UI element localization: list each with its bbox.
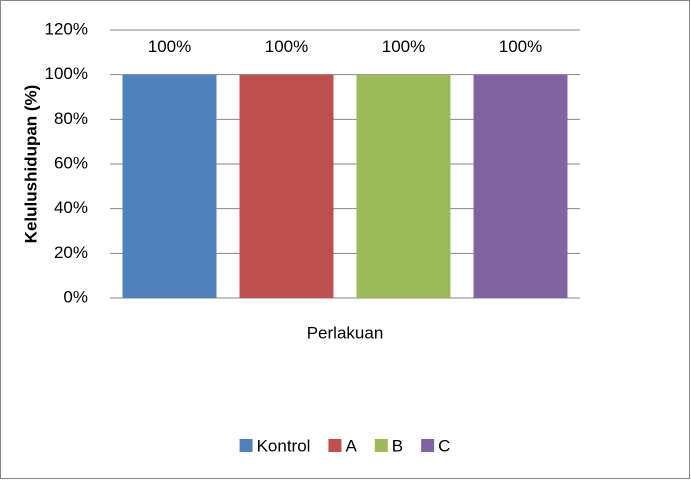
y-tick-label: 60% — [54, 153, 88, 172]
data-label: 100% — [265, 37, 308, 56]
data-label: 100% — [382, 37, 425, 56]
data-label: 100% — [499, 37, 542, 56]
bar — [473, 74, 568, 299]
legend-swatch — [374, 439, 388, 452]
y-tick-label: 40% — [54, 198, 88, 217]
y-tick-label: 20% — [54, 243, 88, 262]
bar — [239, 74, 334, 299]
legend-label: B — [392, 436, 403, 455]
bar — [122, 74, 217, 299]
y-tick-label: 0% — [63, 287, 88, 306]
legend-label: Kontrol — [257, 436, 311, 455]
bar — [356, 74, 451, 299]
y-tick-label: 100% — [45, 64, 88, 83]
legend-swatch — [328, 439, 342, 452]
legend-swatch — [421, 439, 435, 452]
y-tick-label: 80% — [54, 109, 88, 128]
legend-label: C — [438, 436, 450, 455]
x-axis-title: Perlakuan — [307, 323, 384, 342]
data-label: 100% — [148, 37, 191, 56]
y-tick-label: 120% — [45, 19, 88, 38]
y-axis-title: Kelulushidupan (%) — [21, 85, 40, 244]
legend-swatch — [239, 439, 253, 452]
legend-label: A — [345, 436, 357, 455]
